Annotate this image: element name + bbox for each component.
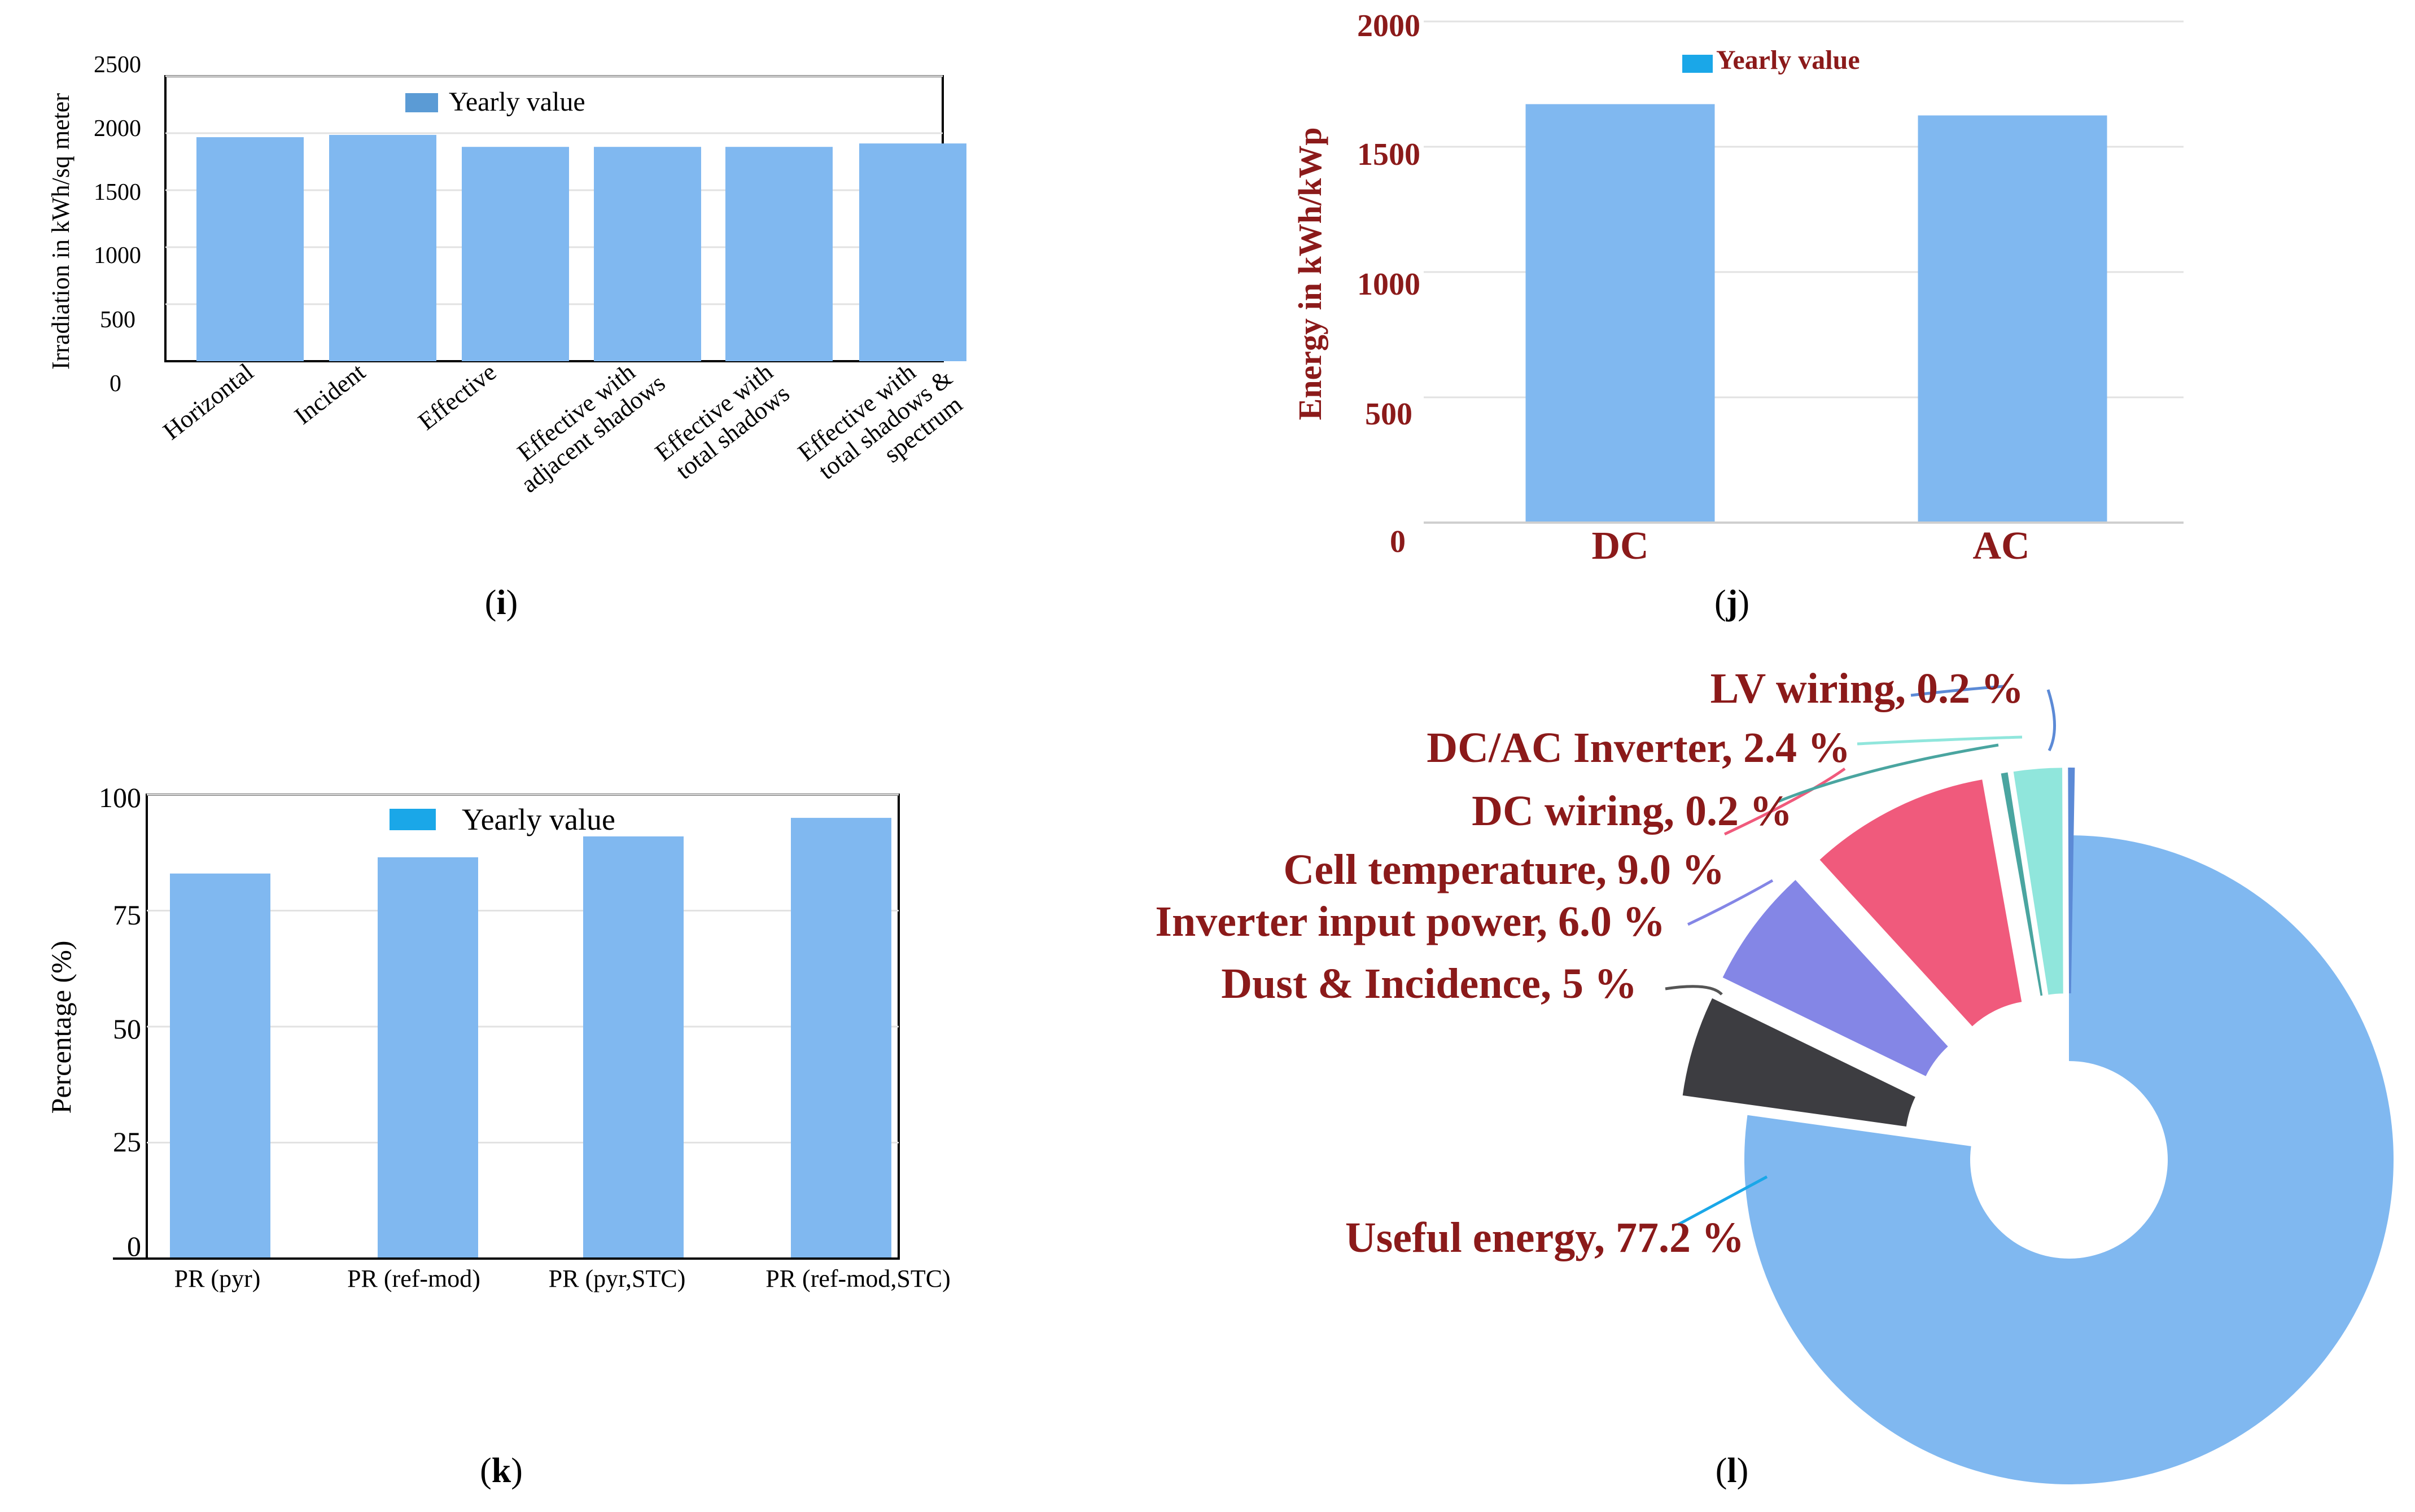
pie-slice <box>2001 772 2043 996</box>
bar <box>1918 115 2107 523</box>
legend-label: Yearly value <box>1716 45 1860 75</box>
x-tick-label: AC <box>1972 524 2029 568</box>
chart-k-legend: Yearly value <box>390 803 615 836</box>
pie-slice <box>2013 768 2063 995</box>
x-tick-label: Effective <box>413 358 502 435</box>
slice-label: Dust & Incidence, 5 % <box>1221 960 1637 1007</box>
pie-slice <box>1819 779 2022 1027</box>
legend-label: Yearly value <box>449 87 585 117</box>
bar <box>594 147 701 361</box>
legend-label: Yearly value <box>462 803 615 836</box>
y-tick-label: 25 <box>113 1126 141 1158</box>
x-tick-label: PR (pyr) <box>174 1265 261 1292</box>
x-tick-label: Effective withtotal shadows <box>650 358 794 488</box>
x-tick-label: PR (pyr,STC) <box>549 1265 686 1292</box>
chart-i-yticks: 0 500 1000 1500 2000 2500 <box>94 52 141 397</box>
chart-l-slices <box>1682 768 2394 1484</box>
slice-label: Cell temperature, 9.0 % <box>1283 846 1725 893</box>
leader-line <box>2046 689 2057 752</box>
bar <box>725 147 833 361</box>
x-tick-label: PR (ref-mod,STC) <box>765 1265 951 1292</box>
chart-k-bars <box>170 818 891 1259</box>
bar <box>791 818 891 1259</box>
panel-caption-i: (i) <box>485 584 518 622</box>
pie-slice <box>1744 835 2394 1484</box>
y-tick-label: 2000 <box>1357 8 1420 43</box>
chart-l-labels: LV wiring, 0.2 % DC/AC Inverter, 2.4 % D… <box>1155 665 2024 1261</box>
y-tick-label: 1500 <box>94 179 141 205</box>
legend-swatch <box>1682 55 1713 73</box>
y-axis-label: Energy in kWh/kWp <box>1292 128 1328 420</box>
chart-i: 0 500 1000 1500 2000 2500 Irradiation in… <box>47 52 974 622</box>
y-tick-label: 1500 <box>1357 137 1420 172</box>
legend-swatch <box>390 809 436 830</box>
y-tick-label: 0 <box>110 371 121 397</box>
x-tick-label: PR (ref-mod) <box>347 1265 480 1292</box>
y-tick-label: 1000 <box>1357 267 1420 302</box>
chart-i-bars <box>196 135 966 361</box>
y-tick-label: 100 <box>99 782 141 813</box>
x-tick-label: Incident <box>289 358 370 430</box>
x-tick-label: Effective withtotal shadows &spectrum <box>793 343 974 510</box>
chart-k-grid <box>147 794 899 1143</box>
y-tick-label: 0 <box>1390 524 1406 559</box>
x-tick-label: Effective withadjacent shadows <box>499 348 670 498</box>
chart-j-bars <box>1525 104 2107 523</box>
x-tick-label: Horizontal <box>158 358 259 445</box>
leader-line <box>1677 1175 1768 1226</box>
y-tick-label: 2500 <box>94 52 141 78</box>
slice-label: LV wiring, 0.2 % <box>1710 665 2024 712</box>
bar <box>170 873 270 1259</box>
chart-k-xticks: PR (pyr) PR (ref-mod) PR (pyr,STC) PR (r… <box>174 1265 951 1292</box>
panel-caption-j: (j) <box>1714 584 1749 622</box>
chart-l: LV wiring, 0.2 % DC/AC Inverter, 2.4 % D… <box>1155 665 2394 1490</box>
y-tick-label: 50 <box>113 1013 141 1045</box>
x-tick-label: DC <box>1591 524 1648 568</box>
bar <box>329 135 436 361</box>
y-tick-label: 2000 <box>94 116 141 142</box>
y-tick-label: 0 <box>127 1230 141 1262</box>
leader-line <box>1665 985 1723 996</box>
bar <box>462 147 569 361</box>
chart-i-legend: Yearly value <box>405 87 585 117</box>
pie-slice <box>2068 768 2075 994</box>
chart-k-yticks: 0 25 50 75 100 <box>99 782 141 1262</box>
y-tick-label: 1000 <box>94 243 141 269</box>
leader-line <box>1687 879 1774 926</box>
leader-line <box>1778 743 1999 803</box>
chart-j: 0 500 1000 1500 2000 Energy in kWh/kWp Y… <box>1292 8 2184 622</box>
chart-l-leaders <box>1665 685 2057 1226</box>
legend-swatch <box>405 93 438 112</box>
chart-i-xticks: Horizontal Incident Effective Effective … <box>158 343 974 510</box>
leader-line <box>1723 767 1846 836</box>
chart-j-yticks: 0 500 1000 1500 2000 <box>1357 8 1420 559</box>
panel-caption-k: (k) <box>480 1452 523 1490</box>
leader-line <box>1910 685 2005 697</box>
slice-label: DC/AC Inverter, 2.4 % <box>1427 724 1850 772</box>
bar <box>1525 104 1715 523</box>
y-axis-label: Irradiation in kWh/sq meter <box>47 93 75 370</box>
y-tick-label: 75 <box>113 899 141 931</box>
slice-label: Useful energy, 77.2 % <box>1345 1214 1744 1261</box>
y-tick-label: 500 <box>1365 397 1412 432</box>
panel-caption-l: (l) <box>1716 1452 1749 1490</box>
leader-line <box>1857 735 2023 746</box>
bar <box>583 836 684 1259</box>
chart-j-xticks: DC AC <box>1591 524 2029 568</box>
bar <box>196 137 304 361</box>
bar <box>859 143 966 361</box>
pie-slice <box>1682 998 1915 1127</box>
slice-label: Inverter input power, 6.0 % <box>1155 898 1665 945</box>
chart-j-legend: Yearly value <box>1682 45 1860 75</box>
pie-slice <box>1722 880 1948 1076</box>
slice-label: DC wiring, 0.2 % <box>1472 787 1792 835</box>
y-tick-label: 500 <box>100 307 135 333</box>
chart-k: 0 25 50 75 100 Percentage (%) Yearly val… <box>45 782 951 1490</box>
y-axis-label: Percentage (%) <box>45 941 77 1114</box>
bar <box>378 857 478 1259</box>
